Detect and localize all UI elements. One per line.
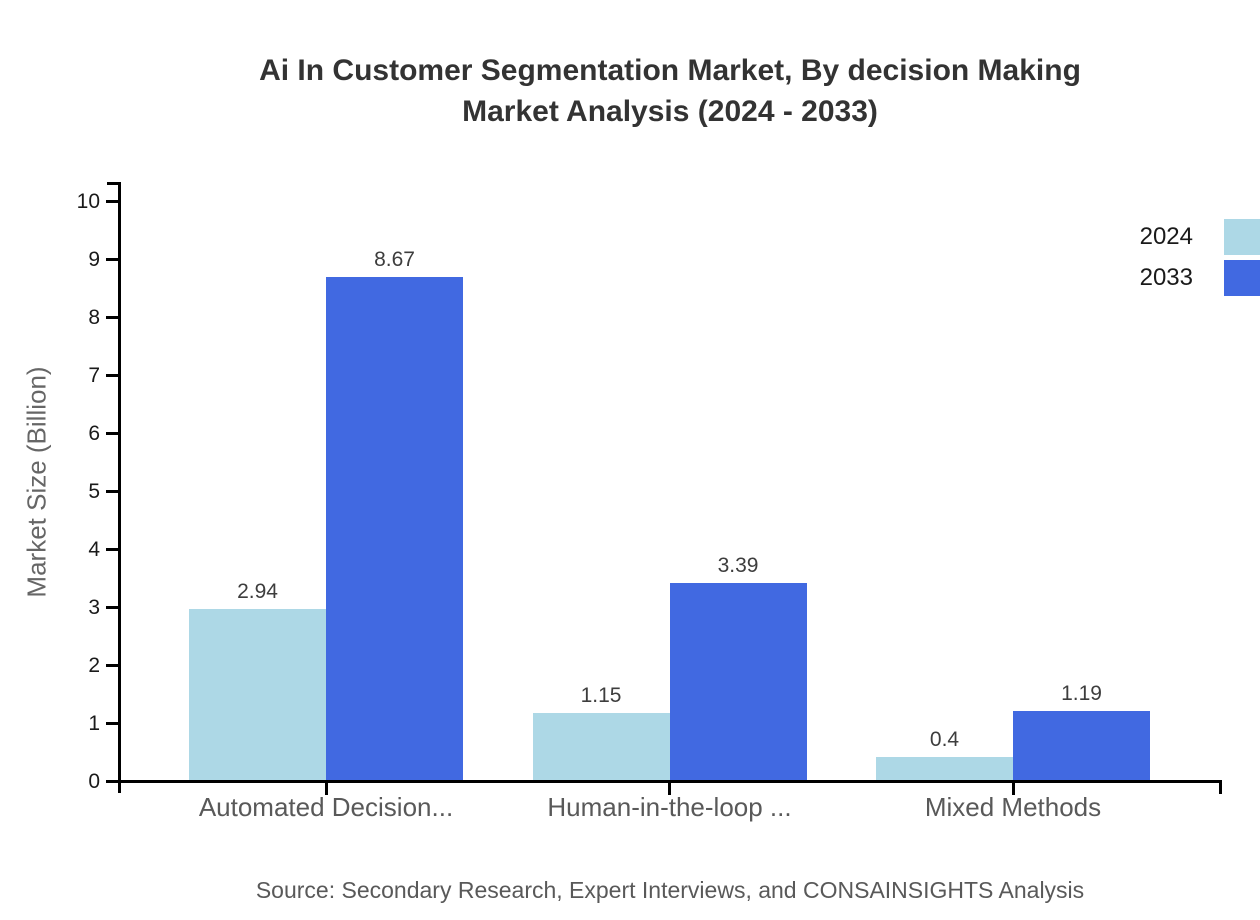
y-tick-label-7: 7 xyxy=(88,364,100,387)
y-tick-label-5: 5 xyxy=(88,480,100,503)
legend-item-2024: 2024 xyxy=(1140,219,1260,255)
y-tick-mark-9 xyxy=(106,258,119,261)
y-axis-line xyxy=(118,182,121,793)
y-tick-mark-1 xyxy=(106,722,119,725)
bar-value-label-2024-category-1: 2.94 xyxy=(237,580,278,603)
y-tick-mark-8 xyxy=(106,316,119,319)
x-tick-mark-1 xyxy=(324,780,328,795)
legend: 2024 2033 xyxy=(1140,219,1260,301)
y-tick-label-10: 10 xyxy=(76,190,100,213)
y-tick-mark-5 xyxy=(106,490,119,493)
y-tick-label-0: 0 xyxy=(88,770,100,793)
bar-value-label-2033-category-3: 1.19 xyxy=(1061,682,1102,705)
legend-swatch-2024 xyxy=(1224,219,1260,255)
chart-title-line-2: Market Analysis (2024 - 2033) xyxy=(462,95,878,128)
bar-2024-category-1 xyxy=(189,609,326,780)
legend-label-2033: 2033 xyxy=(1139,264,1193,291)
legend-label-2024: 2024 xyxy=(1139,223,1193,250)
bar-value-label-2024-category-2: 1.15 xyxy=(580,684,622,707)
x-axis-end-tick xyxy=(1219,780,1222,794)
y-tick-label-4: 4 xyxy=(88,538,100,561)
y-axis-title: Market Size (Billion) xyxy=(21,366,52,598)
bar-value-label-2024-category-3: 0.4 xyxy=(929,728,960,751)
y-tick-label-9: 9 xyxy=(88,248,100,271)
y-tick-mark-3 xyxy=(106,606,119,609)
y-tick-label-3: 3 xyxy=(88,596,100,619)
y-tick-label-1: 1 xyxy=(88,712,100,735)
x-tick-mark-3 xyxy=(1011,780,1015,795)
y-tick-mark-10 xyxy=(106,200,119,203)
legend-item-2033: 2033 xyxy=(1140,260,1260,296)
bar-2024-category-3 xyxy=(876,757,1013,780)
x-tick-mark-2 xyxy=(668,780,671,795)
y-tick-mark-6 xyxy=(106,432,119,435)
bar-2033-category-1 xyxy=(326,277,463,780)
chart-title-line-1: Ai In Customer Segmentation Market, By d… xyxy=(259,54,1081,87)
y-tick-mark-4 xyxy=(106,548,119,551)
category-label-2: Human-in-the-loop ... xyxy=(547,792,792,822)
y-tick-mark-2 xyxy=(106,664,119,667)
y-tick-label-6: 6 xyxy=(88,422,100,445)
y-tick-mark-7 xyxy=(106,374,119,377)
bar-value-label-2033-category-1: 8.67 xyxy=(374,248,415,271)
category-label-1: Automated Decision... xyxy=(198,792,454,822)
chart-title: Ai In Customer Segmentation Market, By d… xyxy=(120,50,1220,132)
y-tick-label-8: 8 xyxy=(88,306,100,329)
bar-2033-category-3 xyxy=(1013,711,1150,780)
y-tick-label-2: 2 xyxy=(88,654,100,677)
bar-value-label-2033-category-2: 3.39 xyxy=(717,554,759,577)
y-axis-end-tick xyxy=(107,182,121,185)
bar-2033-category-2 xyxy=(669,583,807,780)
source-note: Source: Secondary Research, Expert Inter… xyxy=(255,877,1085,903)
y-tick-mark-0 xyxy=(106,780,119,783)
category-label-3: Mixed Methods xyxy=(924,792,1102,822)
bar-2024-category-2 xyxy=(532,713,670,780)
legend-swatch-2033 xyxy=(1224,260,1260,296)
